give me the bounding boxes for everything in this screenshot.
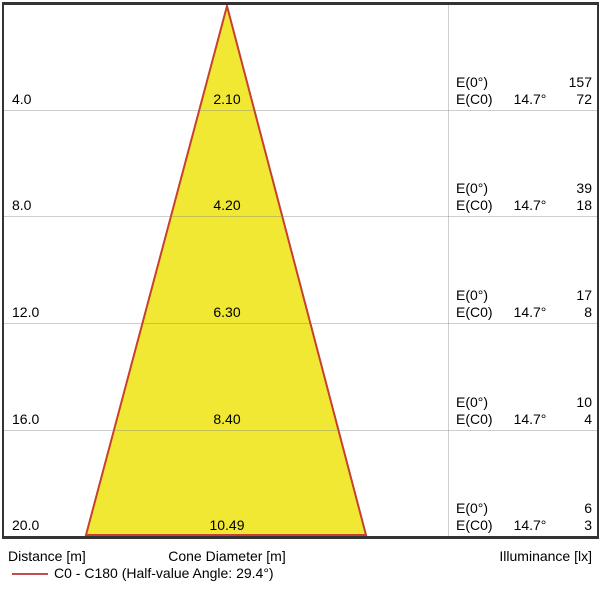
- e0-value: 10: [576, 394, 592, 410]
- table-row: 8.0 4.20 E(0°) 39 E(C0) 14.7° 18: [4, 168, 597, 216]
- distance-value: 20.0: [12, 517, 40, 533]
- legend-label: C0 - C180 (Half-value Angle: 29.4°): [54, 565, 274, 581]
- distance-axis-label: Distance [m]: [8, 548, 86, 564]
- ec0-label: E(C0): [456, 517, 493, 533]
- gridline-16m: [4, 430, 597, 431]
- e0-label: E(0°): [456, 500, 489, 516]
- e0-label: E(0°): [456, 394, 489, 410]
- illuminance-axis-label: Illuminance [lx]: [499, 548, 592, 564]
- gridline-8m: [4, 216, 597, 217]
- e0-value: 6: [584, 500, 592, 516]
- ec0-label: E(C0): [456, 91, 493, 107]
- ec0-value: 8: [584, 304, 592, 320]
- cone-diameter-axis-label: Cone Diameter [m]: [168, 548, 286, 564]
- e0-label: E(0°): [456, 180, 489, 196]
- gridline-12m: [4, 323, 597, 324]
- e0-value: 39: [576, 180, 592, 196]
- ec0-value: 4: [584, 411, 592, 427]
- distance-value: 12.0: [12, 304, 40, 320]
- light-cone-outline: [84, 5, 368, 536]
- cone-diameter-value: 4.20: [213, 197, 241, 213]
- half-angle-value: 14.7°: [513, 197, 547, 213]
- table-row: 4.0 2.10 E(0°) 157 E(C0) 14.7° 72: [4, 62, 597, 110]
- e0-value: 17: [576, 287, 592, 303]
- gridline-4m: [4, 110, 597, 111]
- light-cone-plot: [84, 5, 368, 536]
- distance-value: 4.0: [12, 91, 32, 107]
- table-row: 16.0 8.40 E(0°) 10 E(C0) 14.7° 4: [4, 382, 597, 430]
- legend-line-swatch: [12, 573, 48, 575]
- light-cone-shape: [86, 6, 366, 535]
- cone-diameter-value: 10.49: [209, 517, 245, 533]
- column-divider: [448, 5, 449, 536]
- half-angle-value: 14.7°: [513, 304, 547, 320]
- half-angle-value: 14.7°: [513, 517, 547, 533]
- distance-value: 16.0: [12, 411, 40, 427]
- e0-label: E(0°): [456, 74, 489, 90]
- table-row: 20.0 10.49 E(0°) 6 E(C0) 14.7° 3: [4, 488, 597, 536]
- ec0-value: 18: [576, 197, 592, 213]
- ec0-label: E(C0): [456, 197, 493, 213]
- ec0-value: 72: [576, 91, 592, 107]
- ec0-value: 3: [584, 517, 592, 533]
- e0-value: 157: [568, 74, 592, 90]
- cone-diameter-value: 2.10: [213, 91, 241, 107]
- table-row: 12.0 6.30 E(0°) 17 E(C0) 14.7° 8: [4, 275, 597, 323]
- half-angle-value: 14.7°: [513, 411, 547, 427]
- cone-diameter-value: 6.30: [213, 304, 241, 320]
- ec0-label: E(C0): [456, 304, 493, 320]
- distance-value: 8.0: [12, 197, 32, 213]
- cone-diameter-value: 8.40: [213, 411, 241, 427]
- e0-label: E(0°): [456, 287, 489, 303]
- ec0-label: E(C0): [456, 411, 493, 427]
- chart-frame: 4.0 2.10 E(0°) 157 E(C0) 14.7° 72 8.0 4.…: [2, 2, 599, 539]
- half-angle-value: 14.7°: [513, 91, 547, 107]
